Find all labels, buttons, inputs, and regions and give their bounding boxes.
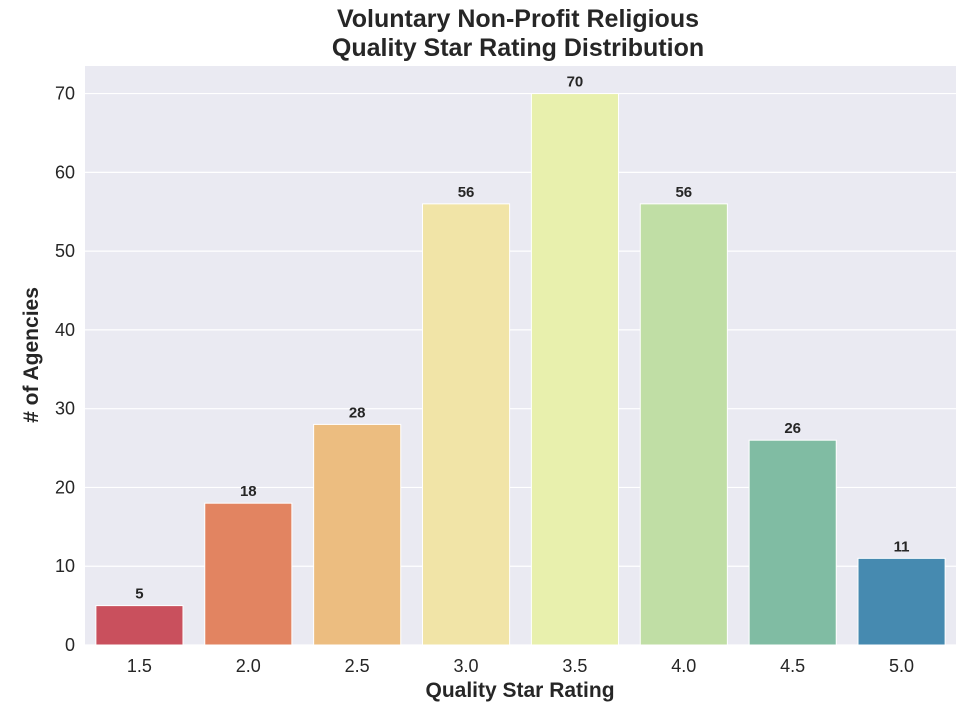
chart-title-line-2: Quality Star Rating Distribution <box>332 34 704 62</box>
y-tick-label: 60 <box>55 162 75 182</box>
y-tick-label: 0 <box>65 635 75 655</box>
x-tick-label: 5.0 <box>889 656 914 676</box>
x-tick-label: 3.0 <box>454 656 479 676</box>
y-tick-label: 40 <box>55 320 75 340</box>
x-tick-label: 3.5 <box>562 656 587 676</box>
bar <box>639 203 728 646</box>
bar <box>204 502 293 646</box>
x-tick-label: 4.0 <box>671 656 696 676</box>
data-label: 56 <box>675 184 692 201</box>
data-label: 11 <box>894 538 910 555</box>
y-tick-labels: 0 10 20 30 40 50 60 70 <box>55 84 75 655</box>
data-labels: 5 18 28 56 70 56 26 11 <box>135 74 909 603</box>
y-tick-label: 10 <box>55 556 75 576</box>
data-label: 26 <box>784 420 801 437</box>
data-label: 70 <box>567 74 584 91</box>
x-tick-label: 2.0 <box>236 656 261 676</box>
y-axis-label: # of Agencies <box>20 287 43 423</box>
y-tick-label: 50 <box>55 241 75 261</box>
bar <box>530 93 619 646</box>
bar <box>422 203 511 646</box>
x-tick-label: 1.5 <box>127 656 152 676</box>
bar <box>857 557 946 646</box>
x-axis-label: Quality Star Rating <box>425 679 614 702</box>
data-label: 28 <box>349 404 366 421</box>
y-tick-label: 30 <box>55 399 75 419</box>
x-tick-labels: 1.5 2.0 2.5 3.0 3.5 4.0 4.5 5.0 <box>127 656 914 676</box>
bar <box>748 439 837 646</box>
y-tick-label: 70 <box>55 84 75 104</box>
chart-title-line-1: Voluntary Non-Profit Religious <box>337 5 699 33</box>
x-tick-label: 4.5 <box>780 656 805 676</box>
bar <box>313 423 402 646</box>
bar <box>95 605 184 646</box>
data-label: 5 <box>135 586 143 603</box>
data-label: 56 <box>458 184 475 201</box>
bars <box>95 93 946 646</box>
y-tick-label: 20 <box>55 477 75 497</box>
data-label: 18 <box>240 483 257 500</box>
x-tick-label: 2.5 <box>345 656 370 676</box>
